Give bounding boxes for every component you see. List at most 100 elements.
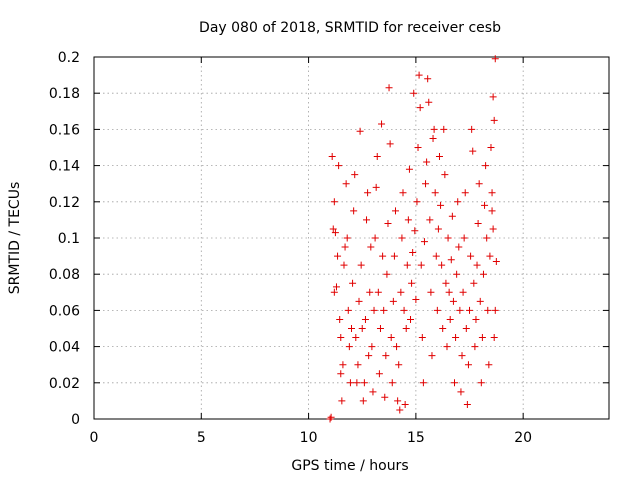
- data-point: [332, 283, 340, 291]
- data-point: [479, 270, 487, 278]
- data-point: [410, 89, 418, 97]
- data-point: [425, 98, 433, 106]
- data-point: [350, 207, 358, 215]
- data-point: [484, 306, 492, 314]
- data-point: [491, 306, 499, 314]
- data-point: [356, 127, 364, 135]
- data-point: [326, 415, 334, 423]
- data-point: [339, 361, 347, 369]
- data-point: [420, 238, 428, 246]
- data-point: [467, 252, 475, 260]
- data-point: [447, 256, 455, 264]
- data-point: [478, 334, 486, 342]
- data-point: [399, 189, 407, 197]
- data-point: [481, 201, 489, 209]
- data-point: [490, 116, 498, 124]
- data-point: [469, 147, 477, 155]
- points-layer: [326, 55, 500, 423]
- data-point: [409, 248, 417, 256]
- data-point: [445, 288, 453, 296]
- data-point: [394, 397, 402, 405]
- data-point: [451, 379, 458, 387]
- data-point: [433, 306, 441, 314]
- y-tick-label: 0.12: [49, 195, 80, 211]
- data-point: [355, 297, 363, 305]
- data-point: [456, 306, 464, 314]
- data-point: [373, 153, 381, 161]
- data-point: [335, 162, 343, 170]
- data-point: [365, 352, 373, 360]
- data-point: [327, 413, 335, 421]
- data-point: [352, 334, 360, 342]
- data-point: [379, 252, 387, 260]
- data-point: [449, 297, 457, 305]
- data-point: [328, 153, 336, 161]
- data-point: [342, 180, 350, 188]
- y-tick-label: 0.08: [49, 267, 80, 283]
- data-point: [483, 234, 491, 242]
- data-point: [473, 261, 481, 269]
- data-point: [343, 234, 351, 242]
- data-point: [438, 261, 446, 269]
- data-point: [488, 189, 496, 197]
- data-point: [413, 198, 421, 206]
- data-point: [374, 288, 382, 296]
- y-tick-label: 0.2: [58, 50, 80, 66]
- data-point: [461, 189, 469, 197]
- data-point: [371, 234, 379, 242]
- data-point: [430, 125, 438, 133]
- data-point: [412, 296, 420, 304]
- data-point: [439, 325, 447, 332]
- data-point: [353, 379, 361, 387]
- data-point: [368, 343, 376, 351]
- data-point: [454, 198, 462, 206]
- data-point: [340, 261, 348, 269]
- data-point: [390, 252, 398, 260]
- data-point: [349, 279, 357, 287]
- data-point: [443, 343, 451, 351]
- data-point: [452, 334, 460, 342]
- data-point: [370, 306, 378, 314]
- data-point: [382, 352, 390, 360]
- y-tick-label: 0.1: [58, 231, 80, 247]
- data-point: [459, 288, 467, 296]
- data-point: [344, 306, 352, 314]
- data-point: [426, 216, 434, 224]
- data-point: [472, 315, 480, 323]
- data-point: [378, 120, 386, 128]
- data-point: [440, 125, 448, 133]
- x-tick-label: 5: [197, 430, 206, 446]
- data-point: [386, 140, 394, 148]
- data-point: [489, 93, 497, 101]
- data-point: [336, 315, 344, 323]
- data-point: [387, 334, 395, 342]
- data-point: [345, 343, 353, 351]
- data-point: [376, 325, 384, 332]
- data-point: [423, 158, 431, 166]
- data-point: [407, 315, 415, 323]
- data-point: [395, 361, 403, 369]
- x-tick-label: 0: [90, 430, 99, 446]
- data-point: [491, 55, 499, 63]
- data-point: [383, 270, 391, 278]
- data-point: [372, 183, 380, 191]
- data-point: [482, 162, 490, 170]
- data-point: [381, 393, 389, 401]
- data-point: [475, 180, 483, 188]
- data-point: [446, 315, 454, 323]
- data-point: [492, 258, 500, 266]
- data-point: [334, 252, 342, 260]
- data-point: [428, 352, 436, 360]
- data-point: [375, 370, 383, 378]
- x-axis-label: GPS time / hours: [291, 458, 408, 474]
- data-point: [476, 297, 484, 305]
- y-tick-label: 0.06: [49, 303, 80, 319]
- data-point: [354, 361, 362, 369]
- data-point: [360, 379, 368, 387]
- data-point: [416, 104, 424, 112]
- data-point: [369, 388, 377, 396]
- y-tick-label: 0.04: [49, 340, 80, 356]
- data-point: [442, 279, 450, 287]
- data-point: [415, 71, 423, 79]
